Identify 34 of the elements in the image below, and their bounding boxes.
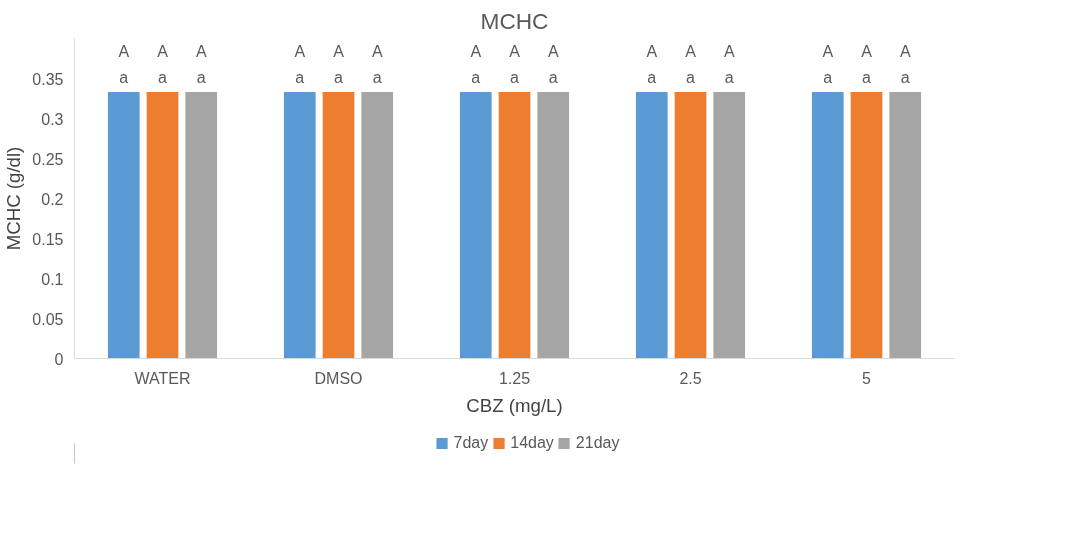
y-tick-label: 0.15: [32, 230, 64, 248]
text: A a: [294, 43, 306, 87]
text: A a: [861, 43, 872, 87]
text: A a: [118, 43, 130, 87]
text: A a: [646, 43, 658, 87]
legend-label: 7day: [453, 434, 489, 452]
x-tick-label: WATER: [134, 369, 191, 387]
text: A a: [899, 43, 911, 87]
x-tick-label: 5: [862, 369, 872, 387]
x-tick-label: 2.5: [679, 369, 702, 387]
y-tick-label: 0.35: [32, 70, 64, 88]
y-tick-label: 0.3: [41, 110, 64, 128]
y-tick-label: 0.25: [32, 150, 64, 168]
legend-label: 21day: [575, 434, 620, 452]
legend-label: 14day: [510, 434, 554, 452]
y-tick-label: 0.1: [41, 270, 64, 288]
y-tick-label: 0.05: [32, 310, 64, 328]
text: A a: [547, 43, 559, 87]
text: A a: [509, 43, 520, 87]
text: A a: [822, 43, 834, 87]
chart-title: MCHC: [480, 7, 549, 34]
y-tick-label: 0: [54, 350, 64, 368]
y-tick-label: 0.2: [41, 190, 64, 208]
text: A a: [371, 43, 383, 87]
text: A a: [157, 43, 168, 87]
x-tick-label: 1.25: [498, 369, 531, 387]
text: A a: [333, 43, 344, 87]
x-tick-label: DMSO: [314, 369, 363, 387]
text: A a: [470, 43, 482, 87]
text: A a: [723, 43, 735, 87]
text: A a: [195, 43, 207, 87]
text: A a: [685, 43, 696, 87]
x-axis-title: CBZ (mg/L): [466, 394, 563, 416]
y-axis-title: MCHC (g/dl): [3, 146, 25, 251]
